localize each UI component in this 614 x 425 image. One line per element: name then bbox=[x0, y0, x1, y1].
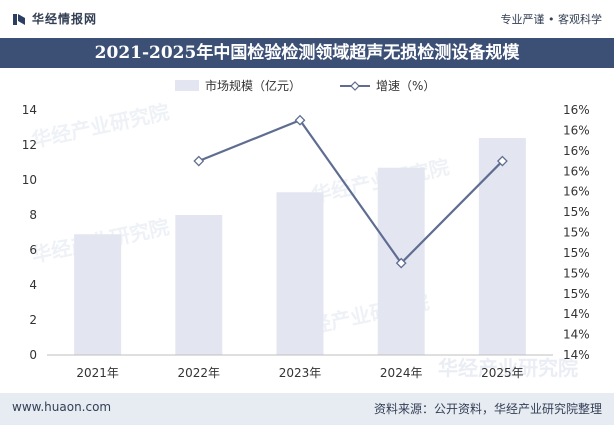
x-tick-label: 2023年 bbox=[279, 366, 322, 380]
title-band bbox=[0, 38, 614, 68]
footer-site: www.huaon.com bbox=[12, 400, 112, 414]
line-point bbox=[395, 257, 407, 269]
top-bar: 华经情报网 专业严谨 • 客观科学 bbox=[0, 0, 614, 38]
y-right-tick-label: 16% bbox=[563, 123, 590, 137]
brand-name: 华经情报网 bbox=[32, 12, 98, 26]
bar bbox=[478, 138, 526, 355]
y-left-tick-label: 0 bbox=[29, 348, 37, 362]
bar bbox=[276, 192, 324, 355]
x-tick-label: 2022年 bbox=[178, 366, 221, 380]
y-left-tick-label: 12 bbox=[22, 138, 37, 152]
y-right-tick-label: 15% bbox=[563, 287, 590, 301]
growth-line bbox=[198, 118, 504, 265]
y-right-tick-label: 15% bbox=[563, 205, 590, 219]
y-right-tick-label: 16% bbox=[563, 185, 590, 199]
y-left-tick-label: 14 bbox=[22, 103, 37, 117]
brand: 华经情报网 bbox=[12, 10, 97, 27]
y-right-tick-label: 14% bbox=[563, 348, 590, 362]
y-right-tick-label: 14% bbox=[563, 328, 590, 342]
y-right-tick-label: 14% bbox=[563, 307, 590, 321]
y-left-tick-label: 10 bbox=[22, 173, 37, 187]
y-right-tick-label: 15% bbox=[563, 266, 590, 280]
bar bbox=[74, 234, 122, 355]
slogan: 专业严谨 • 客观科学 bbox=[500, 13, 602, 26]
x-tick-label: 2021年 bbox=[76, 366, 119, 380]
line-point bbox=[294, 114, 306, 126]
y-left-tick-label: 6 bbox=[29, 243, 37, 257]
x-tick-label: 2025年 bbox=[481, 366, 524, 380]
y-right-tick-label: 16% bbox=[563, 144, 590, 158]
line-point bbox=[193, 155, 205, 167]
y-right-tick-label: 16% bbox=[563, 103, 590, 117]
legend-bar-label: 市场规模（亿元） bbox=[205, 78, 301, 93]
footer-source: 资料来源：公开资料，华经产业研究院整理 bbox=[373, 402, 602, 416]
watermark-text: 华经产业研究院 bbox=[438, 356, 578, 380]
y-left-tick-label: 8 bbox=[29, 208, 37, 222]
y-right-tick-label: 15% bbox=[563, 246, 590, 260]
chart-title: 2021-2025年中国检验检测领域超声无损检测设备规模 bbox=[94, 43, 520, 63]
chart-svg: 市场规模（亿元） 增速（%） 0 2 4 6 8 10 12 14 14% 14% 14% 15% 15% 1… bbox=[22, 78, 590, 380]
x-tick-label: 2024年 bbox=[380, 366, 423, 380]
y-right-tick-label: 15% bbox=[563, 226, 590, 240]
legend-bar-swatch bbox=[175, 80, 199, 91]
legend-line-marker bbox=[350, 81, 360, 91]
y-right-tick-label: 16% bbox=[563, 164, 590, 178]
footer-bar bbox=[0, 393, 614, 425]
brand-logo-icon bbox=[13, 13, 25, 25]
legend-line-label: 增速（%） bbox=[376, 79, 435, 93]
line-point bbox=[496, 155, 508, 167]
y-left-tick-label: 2 bbox=[29, 313, 37, 327]
y-left-tick-label: 4 bbox=[29, 278, 37, 292]
bar bbox=[175, 215, 223, 355]
